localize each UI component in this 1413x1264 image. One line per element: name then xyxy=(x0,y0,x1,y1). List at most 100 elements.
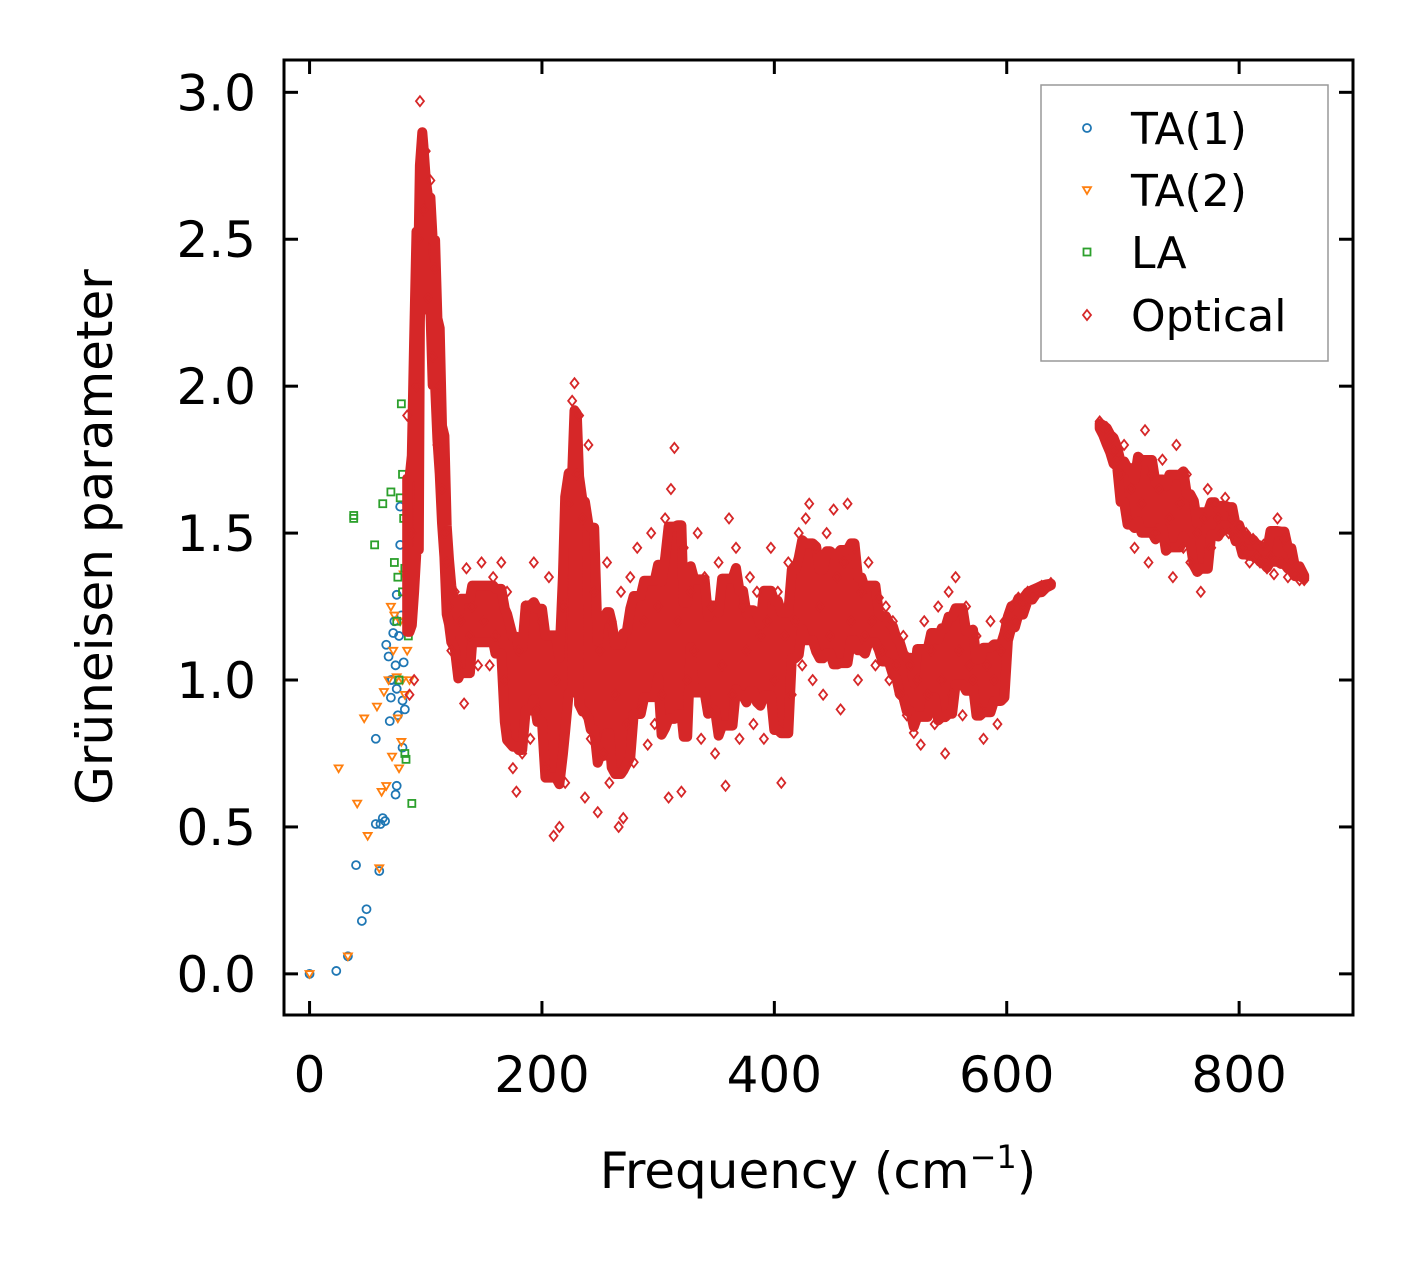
optical-point xyxy=(413,232,424,246)
optical-point xyxy=(849,541,860,555)
x-axis-title: Frequency (cm−1) xyxy=(600,1138,1037,1200)
la-point xyxy=(394,675,404,685)
ta2-point xyxy=(378,688,390,698)
optical-point xyxy=(1101,420,1112,434)
optical-density-bands xyxy=(402,94,1310,843)
y-axis-title: Grüneisen parameter xyxy=(66,269,124,805)
ta1-point xyxy=(399,704,410,715)
optical-point xyxy=(1094,414,1105,428)
ta2-point xyxy=(401,646,413,657)
optical-point xyxy=(838,556,850,569)
optical-point xyxy=(835,702,846,716)
optical-point xyxy=(676,785,687,799)
optical-point xyxy=(1136,497,1147,511)
optical-point xyxy=(936,673,947,687)
optical-point xyxy=(1178,541,1189,555)
optical-point xyxy=(532,702,543,716)
optical-point xyxy=(842,497,853,511)
optical-point xyxy=(884,673,895,687)
ta2-point xyxy=(342,952,354,963)
ta2-point xyxy=(376,787,388,798)
ta1-point xyxy=(374,866,385,876)
optical-point xyxy=(1164,511,1175,525)
optical-point xyxy=(1129,541,1140,555)
optical-point xyxy=(1213,511,1224,525)
optical-point xyxy=(642,738,653,752)
optical-point xyxy=(1146,467,1158,481)
optical-point xyxy=(940,747,951,760)
ta1-point xyxy=(391,780,402,791)
optical-point xyxy=(550,673,562,687)
y-tick-label: 0.5 xyxy=(176,799,256,857)
optical-point xyxy=(922,688,933,702)
optical-point xyxy=(439,526,450,540)
optical-point xyxy=(950,570,961,584)
optical-point xyxy=(1202,482,1213,496)
optical-point xyxy=(1275,556,1287,569)
ta1-point xyxy=(391,683,402,694)
ta1-point xyxy=(384,716,395,727)
optical-point xyxy=(659,511,671,525)
optical-point xyxy=(579,791,591,804)
optical-point xyxy=(702,702,714,716)
plot-frame xyxy=(282,58,1355,1017)
ta2-point xyxy=(387,646,399,657)
optical-point xyxy=(1244,556,1255,569)
optical-point xyxy=(1143,556,1154,569)
y-tick-label: 1.5 xyxy=(176,505,256,563)
ta1-point xyxy=(394,631,404,641)
la-point xyxy=(386,487,396,497)
optical-point xyxy=(1009,614,1021,628)
optical-point xyxy=(669,441,680,455)
optical-point xyxy=(866,614,878,628)
optical-point xyxy=(741,644,752,658)
optical-point xyxy=(635,702,646,716)
optical-point xyxy=(985,614,996,628)
legend: TA(1) TA(2) LA Optical xyxy=(1040,84,1329,362)
ta1-point xyxy=(331,966,342,976)
optical-point xyxy=(1022,585,1033,599)
la-point xyxy=(370,540,380,550)
optical-point xyxy=(496,556,507,569)
optical-point xyxy=(1111,453,1123,467)
optical-point xyxy=(517,747,528,760)
optical-point xyxy=(540,761,551,775)
ta2-point xyxy=(392,714,404,724)
optical-point xyxy=(420,144,431,158)
optical-point xyxy=(1108,444,1119,458)
ta2-point xyxy=(371,702,383,713)
optical-point xyxy=(811,541,822,555)
optical-point xyxy=(1045,576,1057,590)
optical-point xyxy=(501,585,513,599)
ta1-point xyxy=(385,692,396,703)
la-point xyxy=(378,499,388,509)
optical-point xyxy=(453,658,464,672)
optical-point xyxy=(1153,482,1165,496)
ta1-point xyxy=(361,904,372,915)
optical-point xyxy=(594,644,606,658)
optical-point xyxy=(520,600,531,613)
optical-point xyxy=(1157,453,1168,467)
optical-point xyxy=(831,570,843,584)
optical-point xyxy=(779,629,790,643)
optical-point xyxy=(859,629,871,643)
x-axis-title-main: Frequency (cm xyxy=(600,1142,970,1200)
y-tick-label: 2.5 xyxy=(176,211,256,269)
optical-point xyxy=(427,350,438,364)
ta2-point xyxy=(388,611,400,622)
optical-point xyxy=(856,585,867,599)
legend-marker-la xyxy=(1082,247,1092,257)
optical-point xyxy=(1174,497,1186,511)
optical-point xyxy=(1220,491,1231,505)
optical-point xyxy=(487,570,499,584)
optical-point xyxy=(625,570,636,584)
optical-point xyxy=(1167,570,1179,584)
optical-point xyxy=(992,717,1003,731)
legend-label-optical: Optical xyxy=(1131,291,1286,342)
optical-point xyxy=(429,262,441,276)
optical-point xyxy=(919,614,930,628)
optical-point xyxy=(414,94,426,108)
la-point xyxy=(389,558,399,567)
optical-point xyxy=(1104,432,1116,446)
